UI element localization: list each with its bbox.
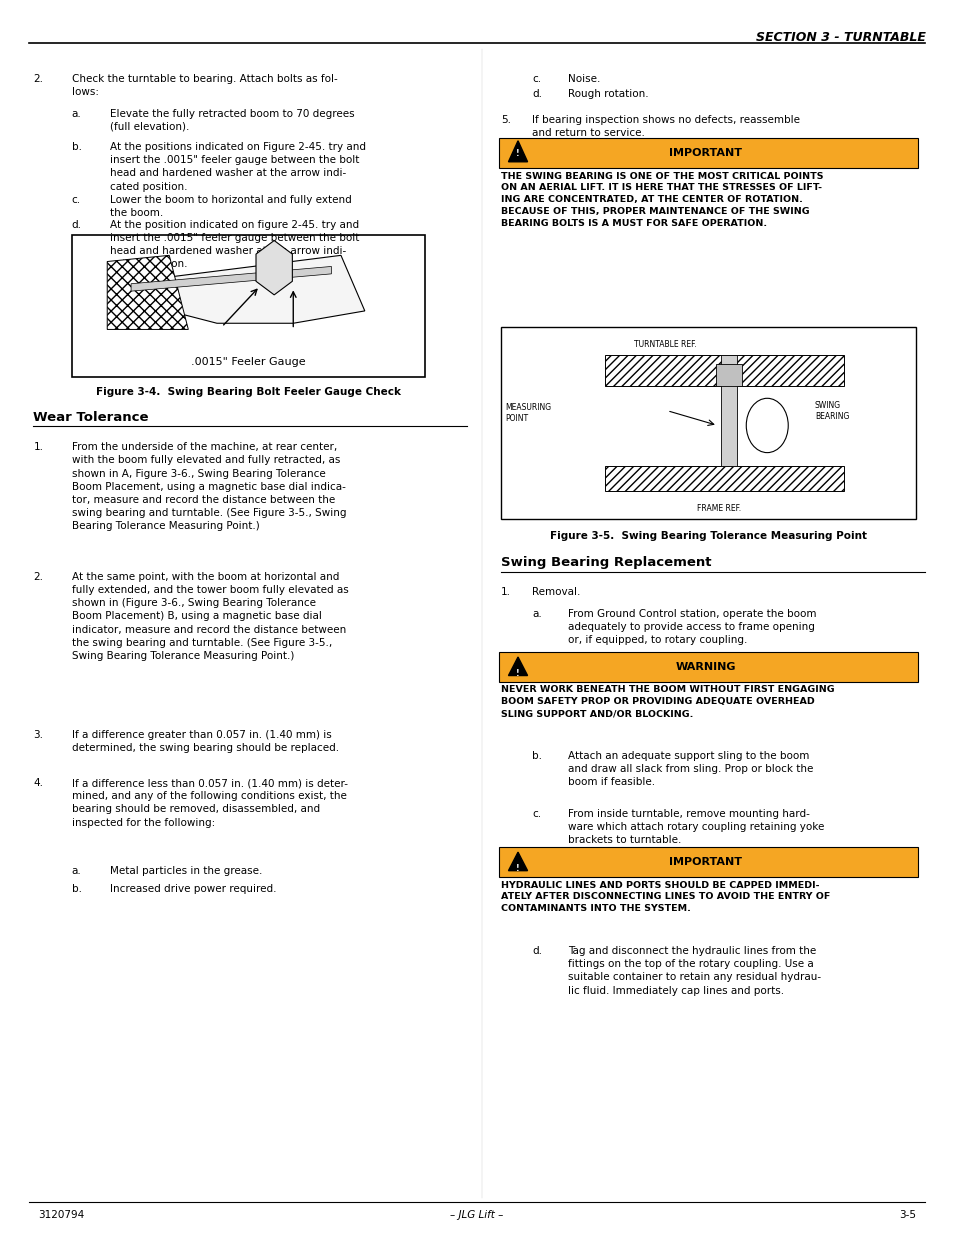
Text: From inside turntable, remove mounting hard-
ware which attach rotary coupling r: From inside turntable, remove mounting h… — [567, 809, 823, 845]
Text: NEVER WORK BENEATH THE BOOM WITHOUT FIRST ENGAGING
BOOM SAFETY PROP OR PROVIDING: NEVER WORK BENEATH THE BOOM WITHOUT FIRS… — [500, 685, 834, 718]
Text: Rough rotation.: Rough rotation. — [567, 89, 648, 99]
Text: 3-5: 3-5 — [898, 1210, 915, 1220]
Polygon shape — [604, 467, 842, 492]
Polygon shape — [604, 356, 842, 385]
Text: TURNTABLE REF.: TURNTABLE REF. — [633, 340, 696, 348]
Circle shape — [745, 398, 787, 453]
Text: b.: b. — [71, 142, 81, 152]
Text: .0015" Feeler Gauge: .0015" Feeler Gauge — [191, 357, 305, 367]
Text: FRAME REF.: FRAME REF. — [697, 504, 740, 513]
Text: a.: a. — [532, 609, 541, 619]
FancyBboxPatch shape — [498, 138, 917, 168]
Polygon shape — [131, 267, 331, 291]
Text: Lower the boom to horizontal and fully extend
the boom.: Lower the boom to horizontal and fully e… — [110, 195, 351, 219]
Text: MEASURING
POINT: MEASURING POINT — [505, 403, 551, 424]
Text: SWING
BEARING: SWING BEARING — [814, 400, 848, 421]
Text: Elevate the fully retracted boom to 70 degrees
(full elevation).: Elevate the fully retracted boom to 70 d… — [110, 109, 354, 132]
Text: c.: c. — [71, 195, 81, 205]
Polygon shape — [145, 256, 364, 324]
Text: c.: c. — [532, 74, 541, 84]
Text: THE SWING BEARING IS ONE OF THE MOST CRITICAL POINTS
ON AN AERIAL LIFT. IT IS HE: THE SWING BEARING IS ONE OF THE MOST CRI… — [500, 172, 822, 228]
Text: If a difference greater than 0.057 in. (1.40 mm) is
determined, the swing bearin: If a difference greater than 0.057 in. (… — [71, 730, 338, 753]
Text: – JLG Lift –: – JLG Lift – — [450, 1210, 503, 1220]
Text: WARNING: WARNING — [675, 662, 736, 672]
Text: d.: d. — [71, 220, 81, 230]
Text: Increased drive power required.: Increased drive power required. — [110, 884, 276, 894]
Text: HYDRAULIC LINES AND PORTS SHOULD BE CAPPED IMMEDI-
ATELY AFTER DISCONNECTING LIN: HYDRAULIC LINES AND PORTS SHOULD BE CAPP… — [500, 881, 829, 913]
Polygon shape — [107, 256, 188, 330]
Text: d.: d. — [532, 946, 541, 956]
Text: 5.: 5. — [500, 115, 510, 125]
Bar — [715, 363, 741, 385]
Text: Attach an adequate support sling to the boom
and draw all slack from sling. Prop: Attach an adequate support sling to the … — [567, 751, 812, 787]
Text: !: ! — [516, 668, 519, 678]
Text: 2.: 2. — [33, 74, 43, 84]
Text: Wear Tolerance: Wear Tolerance — [33, 411, 149, 425]
Text: 2.: 2. — [33, 572, 43, 582]
Bar — [500, 327, 915, 519]
Text: Tag and disconnect the hydraulic lines from the
fittings on the top of the rotar: Tag and disconnect the hydraulic lines f… — [567, 946, 820, 995]
Polygon shape — [508, 141, 527, 162]
Text: a.: a. — [71, 866, 81, 876]
Text: 4.: 4. — [33, 778, 43, 788]
Text: IMPORTANT: IMPORTANT — [669, 857, 741, 867]
Text: c.: c. — [532, 809, 541, 819]
Text: Noise.: Noise. — [567, 74, 599, 84]
Bar — [71, 235, 424, 377]
Polygon shape — [508, 852, 527, 871]
Text: !: ! — [516, 863, 519, 873]
Text: Check the turntable to bearing. Attach bolts as fol-
lows:: Check the turntable to bearing. Attach b… — [71, 74, 337, 98]
Text: Removal.: Removal. — [532, 587, 580, 597]
Text: 1.: 1. — [33, 442, 43, 452]
Text: Swing Bearing Replacement: Swing Bearing Replacement — [500, 556, 711, 569]
Text: d.: d. — [532, 89, 541, 99]
Text: If bearing inspection shows no defects, reassemble
and return to service.: If bearing inspection shows no defects, … — [532, 115, 800, 138]
Text: b.: b. — [71, 884, 81, 894]
Text: 3120794: 3120794 — [38, 1210, 84, 1220]
Text: Figure 3-5.  Swing Bearing Tolerance Measuring Point: Figure 3-5. Swing Bearing Tolerance Meas… — [549, 531, 866, 541]
Text: At the same point, with the boom at horizontal and
fully extended, and the tower: At the same point, with the boom at hori… — [71, 572, 348, 661]
Text: Metal particles in the grease.: Metal particles in the grease. — [110, 866, 262, 876]
Text: From the underside of the machine, at rear center,
with the boom fully elevated : From the underside of the machine, at re… — [71, 442, 346, 531]
Text: IMPORTANT: IMPORTANT — [669, 148, 741, 158]
FancyBboxPatch shape — [498, 652, 917, 682]
Polygon shape — [255, 241, 292, 295]
Polygon shape — [508, 657, 527, 676]
Text: a.: a. — [71, 109, 81, 119]
Text: At the position indicated on figure 2-45. try and
insert the .0015" feeler gauge: At the position indicated on figure 2-45… — [110, 220, 358, 269]
Text: SECTION 3 - TURNTABLE: SECTION 3 - TURNTABLE — [755, 31, 924, 44]
Text: b.: b. — [532, 751, 541, 761]
Text: 3.: 3. — [33, 730, 43, 740]
FancyBboxPatch shape — [498, 847, 917, 877]
Text: !: ! — [516, 148, 519, 158]
Bar — [720, 356, 736, 467]
Text: From Ground Control station, operate the boom
adequately to provide access to fr: From Ground Control station, operate the… — [567, 609, 815, 645]
Text: At the positions indicated on Figure 2-45. try and
insert the .0015" feeler gaug: At the positions indicated on Figure 2-4… — [110, 142, 365, 191]
Text: If a difference less than 0.057 in. (1.40 mm) is deter-
mined, and any of the fo: If a difference less than 0.057 in. (1.4… — [71, 778, 347, 827]
Text: Figure 3-4.  Swing Bearing Bolt Feeler Gauge Check: Figure 3-4. Swing Bearing Bolt Feeler Ga… — [95, 387, 400, 396]
Text: 1.: 1. — [500, 587, 510, 597]
